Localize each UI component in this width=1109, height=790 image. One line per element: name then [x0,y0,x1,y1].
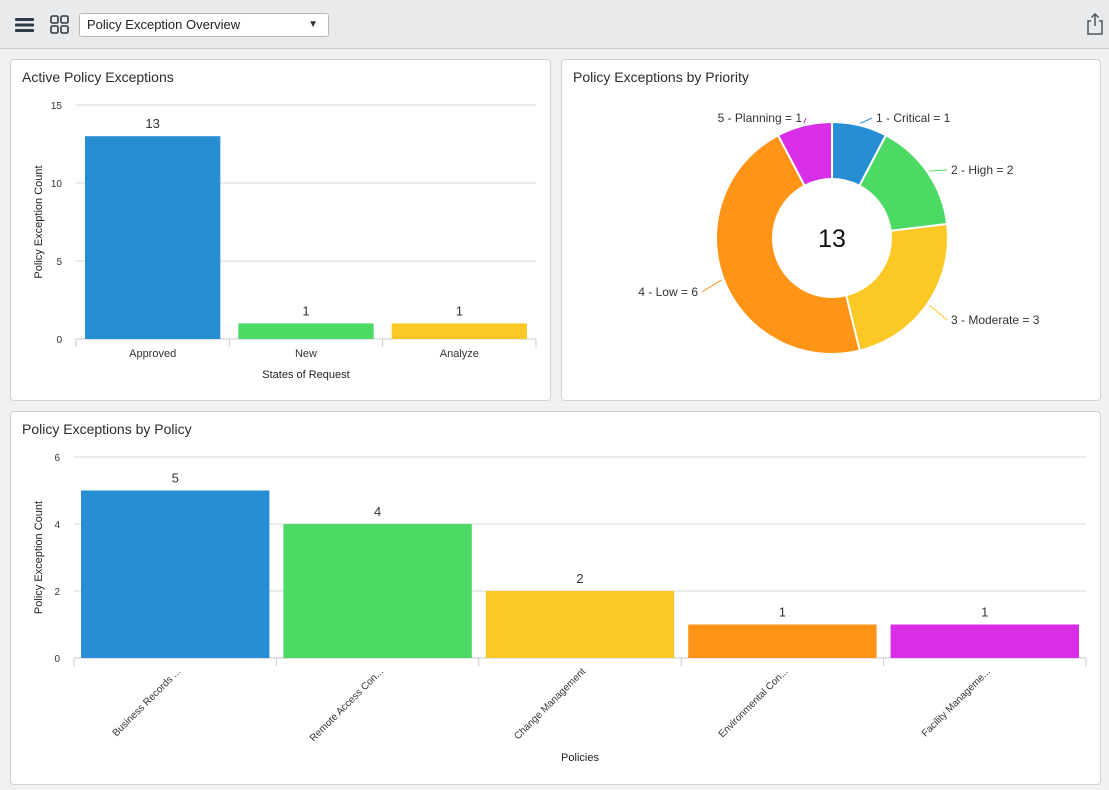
y-tick-label: 0 [54,654,60,665]
policy-exceptions-by-priority-chart: 1 - Critical = 1 2 - High = 2 3 - Moderate… [638,111,1040,355]
y-tick-label: 2 [54,587,60,598]
bar-value-label: 5 [172,471,179,486]
x-tick-label: Facility Manageme... [920,666,993,739]
pie-slice [844,222,949,352]
active-policy-exceptions-card: Active Policy Exceptions 0 5 10 15 13 Approve… [10,59,551,401]
bar [391,323,527,339]
dashboard-select[interactable]: Policy Exception Overview ▼ [79,13,329,37]
top-toolbar: Policy Exception Overview ▼ [0,0,1109,49]
bar [890,624,1079,658]
pie-slice-label: 2 - High = 2 [951,163,1014,177]
pie-center-total: 13 [818,225,846,253]
y-tick-label: 0 [56,335,62,346]
bar-value-label: 2 [576,571,583,586]
share-icon[interactable] [1084,11,1109,37]
y-tick-label: 15 [51,101,63,112]
pie-leader-line [929,169,948,172]
pie-slice-label: 5 - Planning = 1 [718,111,803,125]
x-tick-label: New [295,348,317,360]
y-tick-label: 6 [54,453,60,464]
y-axis-label: Policy Exception Count [33,501,45,614]
y-tick-label: 5 [56,257,62,268]
bar [485,591,675,658]
pie-slice-label: 4 - Low = 6 [638,285,698,299]
pie-leader-line [928,304,948,321]
hamburger-menu-icon[interactable] [12,12,38,38]
bar [81,490,270,658]
x-axis-label: States of Request [262,369,349,381]
pie-leader-line [701,279,722,293]
bar [238,323,374,339]
dashboard-select-value: Policy Exception Overview [87,17,241,32]
x-tick-label: Remote Access Con... [308,666,386,744]
bar-value-label: 4 [374,504,381,519]
policy-exceptions-by-policy-chart: 0 2 4 6 5 Business Records ... 4 Remote Access … [33,453,1087,764]
x-axis-label: Policies [561,752,599,764]
bar [688,624,877,658]
chevron-down-icon: ▼ [308,19,318,30]
bar-value-label: 1 [779,605,786,620]
pie-slice [776,120,833,188]
x-tick-label: Analyze [440,348,479,360]
bar-value-label: 1 [302,303,309,318]
y-axis-label: Policy Exception Count [33,165,45,278]
policy-exceptions-by-priority-card: Policy Exceptions by Priority 1 - Critic… [561,59,1101,401]
bar [85,136,221,339]
card-title: Policy Exceptions by Policy [22,421,192,437]
bar-value-label: 13 [145,116,159,131]
bar-value-label: 1 [981,605,988,620]
pie-leader-line [803,117,807,124]
x-tick-label: Change Management [512,666,588,742]
x-tick-label: Approved [129,348,176,360]
pie-slice-label: 1 - Critical = 1 [876,111,951,125]
active-policy-exceptions-chart: 0 5 10 15 13 Approved 1 New 1 Analyze States of Re… [33,101,537,381]
pie-leader-line [860,117,873,124]
card-title: Policy Exceptions by Priority [573,69,749,85]
card-title: Active Policy Exceptions [22,69,174,85]
bar [283,524,472,658]
bar-value-label: 1 [456,303,463,318]
x-tick-label: Environmental Con... [717,666,791,740]
y-tick-label: 4 [54,520,60,531]
dashboard-grid-icon[interactable] [47,12,73,38]
policy-exceptions-by-policy-card: Policy Exceptions by Policy 0 2 4 6 5 Busines… [10,411,1101,785]
pie-slice-label: 3 - Moderate = 3 [951,313,1040,327]
x-tick-label: Business Records ... [111,666,184,739]
y-tick-label: 10 [51,179,63,190]
pie-slice [715,133,861,355]
